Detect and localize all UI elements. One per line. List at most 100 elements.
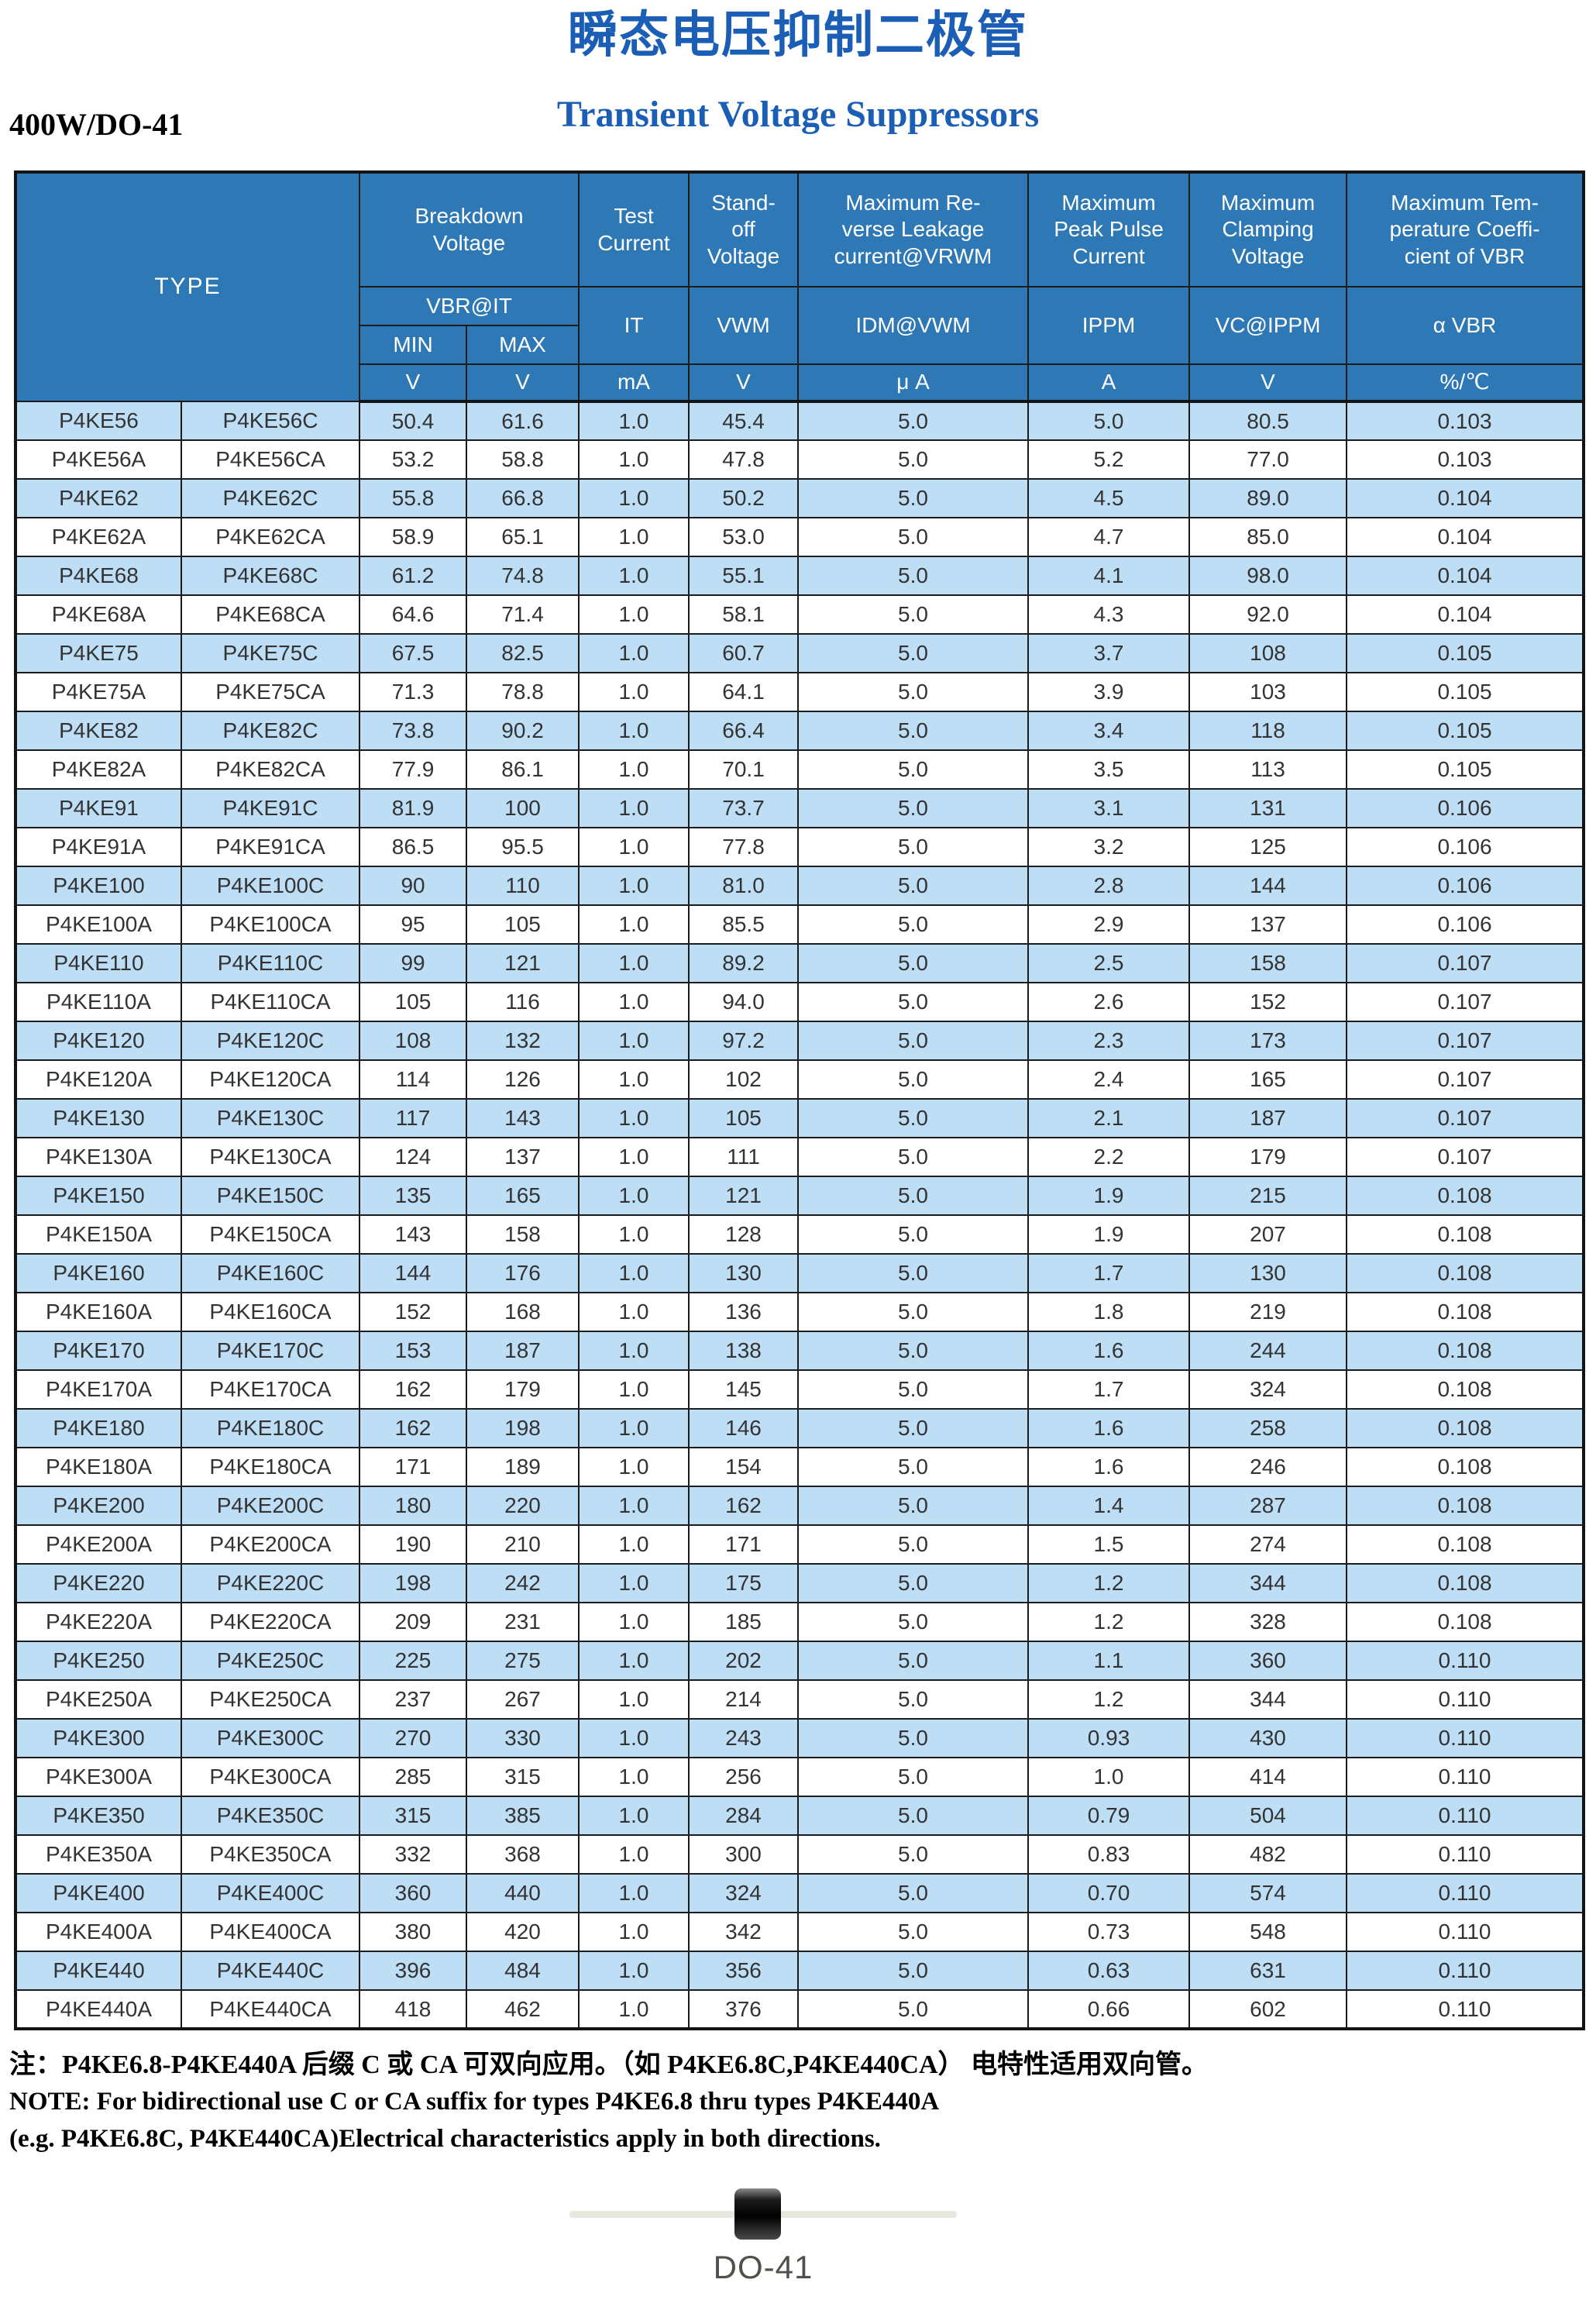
table-cell: 71.3 <box>359 672 468 712</box>
table-cell: 53.0 <box>688 517 800 557</box>
table-cell: 50.2 <box>688 478 800 518</box>
unit-cell: A <box>1027 363 1191 403</box>
table-cell: P4KE200 <box>15 1486 182 1526</box>
table-row: P4KE68A P4KE68CA 64.6 71.4 1.0 58.1 5.0 4.3 92.0… <box>15 594 1585 635</box>
table-cell: 300 <box>688 1834 800 1875</box>
table-cell: 73.8 <box>359 711 468 751</box>
table-cell: P4KE300C <box>180 1718 361 1758</box>
table-row: P4KE56 P4KE56C 50.4 61.6 1.0 45.4 5.0 5.0 80.5 0.… <box>15 401 1585 441</box>
table-cell: 0.106 <box>1346 904 1585 945</box>
table-cell: P4KE62C <box>180 478 361 518</box>
table-cell: 61.6 <box>466 401 580 441</box>
table-cell: 1.0 <box>578 1679 690 1720</box>
unit-cell: V <box>466 363 580 403</box>
table-cell: 50.4 <box>359 401 468 441</box>
table-cell: 1.0 <box>578 633 690 673</box>
table-cell: 231 <box>466 1602 580 1642</box>
table-cell: P4KE82A <box>15 749 182 790</box>
table-cell: 162 <box>688 1486 800 1526</box>
table-cell: 1.5 <box>1027 1524 1191 1565</box>
table-cell: 3.9 <box>1027 672 1191 712</box>
table-cell: P4KE170C <box>180 1331 361 1371</box>
table-cell: P4KE75C <box>180 633 361 673</box>
header-row-units: V V mA V μ A A V %/℃ <box>15 363 1585 403</box>
table-cell: P4KE110A <box>15 982 182 1022</box>
table-cell: 60.7 <box>688 633 800 673</box>
table-cell: 1.0 <box>578 556 690 596</box>
table-cell: P4KE160C <box>180 1253 361 1293</box>
table-cell: 130 <box>688 1253 800 1293</box>
table-cell: 285 <box>359 1757 468 1797</box>
table-cell: 242 <box>466 1563 580 1603</box>
table-cell: 368 <box>466 1834 580 1875</box>
table-row: P4KE82 P4KE82C 73.8 90.2 1.0 66.4 5.0 3.4 118 0.1… <box>15 711 1585 751</box>
table-cell: 0.110 <box>1346 1912 1585 1952</box>
table-cell: P4KE75CA <box>180 672 361 712</box>
table-cell: 324 <box>1188 1369 1348 1410</box>
table-cell: 53.2 <box>359 439 468 480</box>
table-cell: 0.103 <box>1346 401 1585 441</box>
table-cell: 225 <box>359 1641 468 1681</box>
table-cell: 0.110 <box>1346 1989 1585 2030</box>
table-cell: 1.7 <box>1027 1369 1191 1410</box>
table-cell: 118 <box>1188 711 1348 751</box>
table-cell: 5.0 <box>797 711 1030 751</box>
unit-cell: mA <box>578 363 690 403</box>
table-cell: 5.0 <box>797 1834 1030 1875</box>
table-cell: P4KE160CA <box>180 1292 361 1332</box>
table-cell: 0.104 <box>1346 517 1585 557</box>
table-cell: 1.0 <box>578 1021 690 1061</box>
table-cell: 1.6 <box>1027 1408 1191 1448</box>
table-cell: 602 <box>1188 1989 1348 2030</box>
table-row: P4KE100A P4KE100CA 95 105 1.0 85.5 5.0 2.9 137 0.… <box>15 904 1585 945</box>
table-row: P4KE75 P4KE75C 67.5 82.5 1.0 60.7 5.0 3.7 108 0.1… <box>15 633 1585 673</box>
table-cell: 5.0 <box>797 749 1030 790</box>
table-cell: 85.0 <box>1188 517 1348 557</box>
note-line-en-1: NOTE: For bidirectional use C or CA suff… <box>9 2088 940 2116</box>
table-header: TYPE Breakdown Voltage Test Current Stan… <box>14 171 1585 403</box>
table-cell: 5.0 <box>797 1873 1030 1913</box>
table-cell: 1.0 <box>578 866 690 906</box>
table-cell: 0.108 <box>1346 1447 1585 1487</box>
table-cell: 0.79 <box>1027 1796 1191 1836</box>
table-cell: P4KE100 <box>15 866 182 906</box>
header-row-symbols: VBR@IT IT VWM IDM@VWM IPPM VC@IPPM α VBR <box>15 286 1585 365</box>
table-cell: 179 <box>1188 1137 1348 1177</box>
table-cell: 1.0 <box>578 1718 690 1758</box>
table-row: P4KE91 P4KE91C 81.9 100 1.0 73.7 5.0 3.1 131 0.10… <box>15 788 1585 828</box>
table-cell: 189 <box>466 1447 580 1487</box>
table-cell: P4KE56A <box>15 439 182 480</box>
table-cell: 103 <box>1188 672 1348 712</box>
table-cell: 80.5 <box>1188 401 1348 441</box>
table-cell: P4KE170CA <box>180 1369 361 1410</box>
table-cell: 0.104 <box>1346 478 1585 518</box>
table-cell: 5.0 <box>797 1951 1030 1991</box>
col-header-vwm: VWM <box>688 286 800 365</box>
table-cell: 2.3 <box>1027 1021 1191 1061</box>
table-cell: 5.0 <box>797 594 1030 635</box>
table-cell: 324 <box>688 1873 800 1913</box>
table-cell: 243 <box>688 1718 800 1758</box>
table-cell: 94.0 <box>688 982 800 1022</box>
unit-cell: V <box>688 363 800 403</box>
table-cell: 5.0 <box>797 1641 1030 1681</box>
unit-cell: V <box>1188 363 1348 403</box>
table-cell: 219 <box>1188 1292 1348 1332</box>
table-cell: 631 <box>1188 1951 1348 1991</box>
table-cell: 117 <box>359 1098 468 1138</box>
table-cell: 179 <box>466 1369 580 1410</box>
table-cell: 47.8 <box>688 439 800 480</box>
table-cell: 5.0 <box>797 1524 1030 1565</box>
page-title-cn: 瞬态电压抑制二极管 <box>568 8 1028 63</box>
table-row: P4KE110 P4KE110C 99 121 1.0 89.2 5.0 2.5 158 0.10… <box>15 943 1585 983</box>
table-cell: 113 <box>1188 749 1348 790</box>
table-cell: 1.6 <box>1027 1331 1191 1371</box>
table-cell: 440 <box>466 1873 580 1913</box>
table-cell: 5.0 <box>1027 401 1191 441</box>
table-cell: 77.9 <box>359 749 468 790</box>
table-cell: 58.1 <box>688 594 800 635</box>
table-cell: 124 <box>359 1137 468 1177</box>
table-cell: 0.107 <box>1346 943 1585 983</box>
table-cell: 0.106 <box>1346 866 1585 906</box>
table-cell: 1.0 <box>578 1989 690 2030</box>
